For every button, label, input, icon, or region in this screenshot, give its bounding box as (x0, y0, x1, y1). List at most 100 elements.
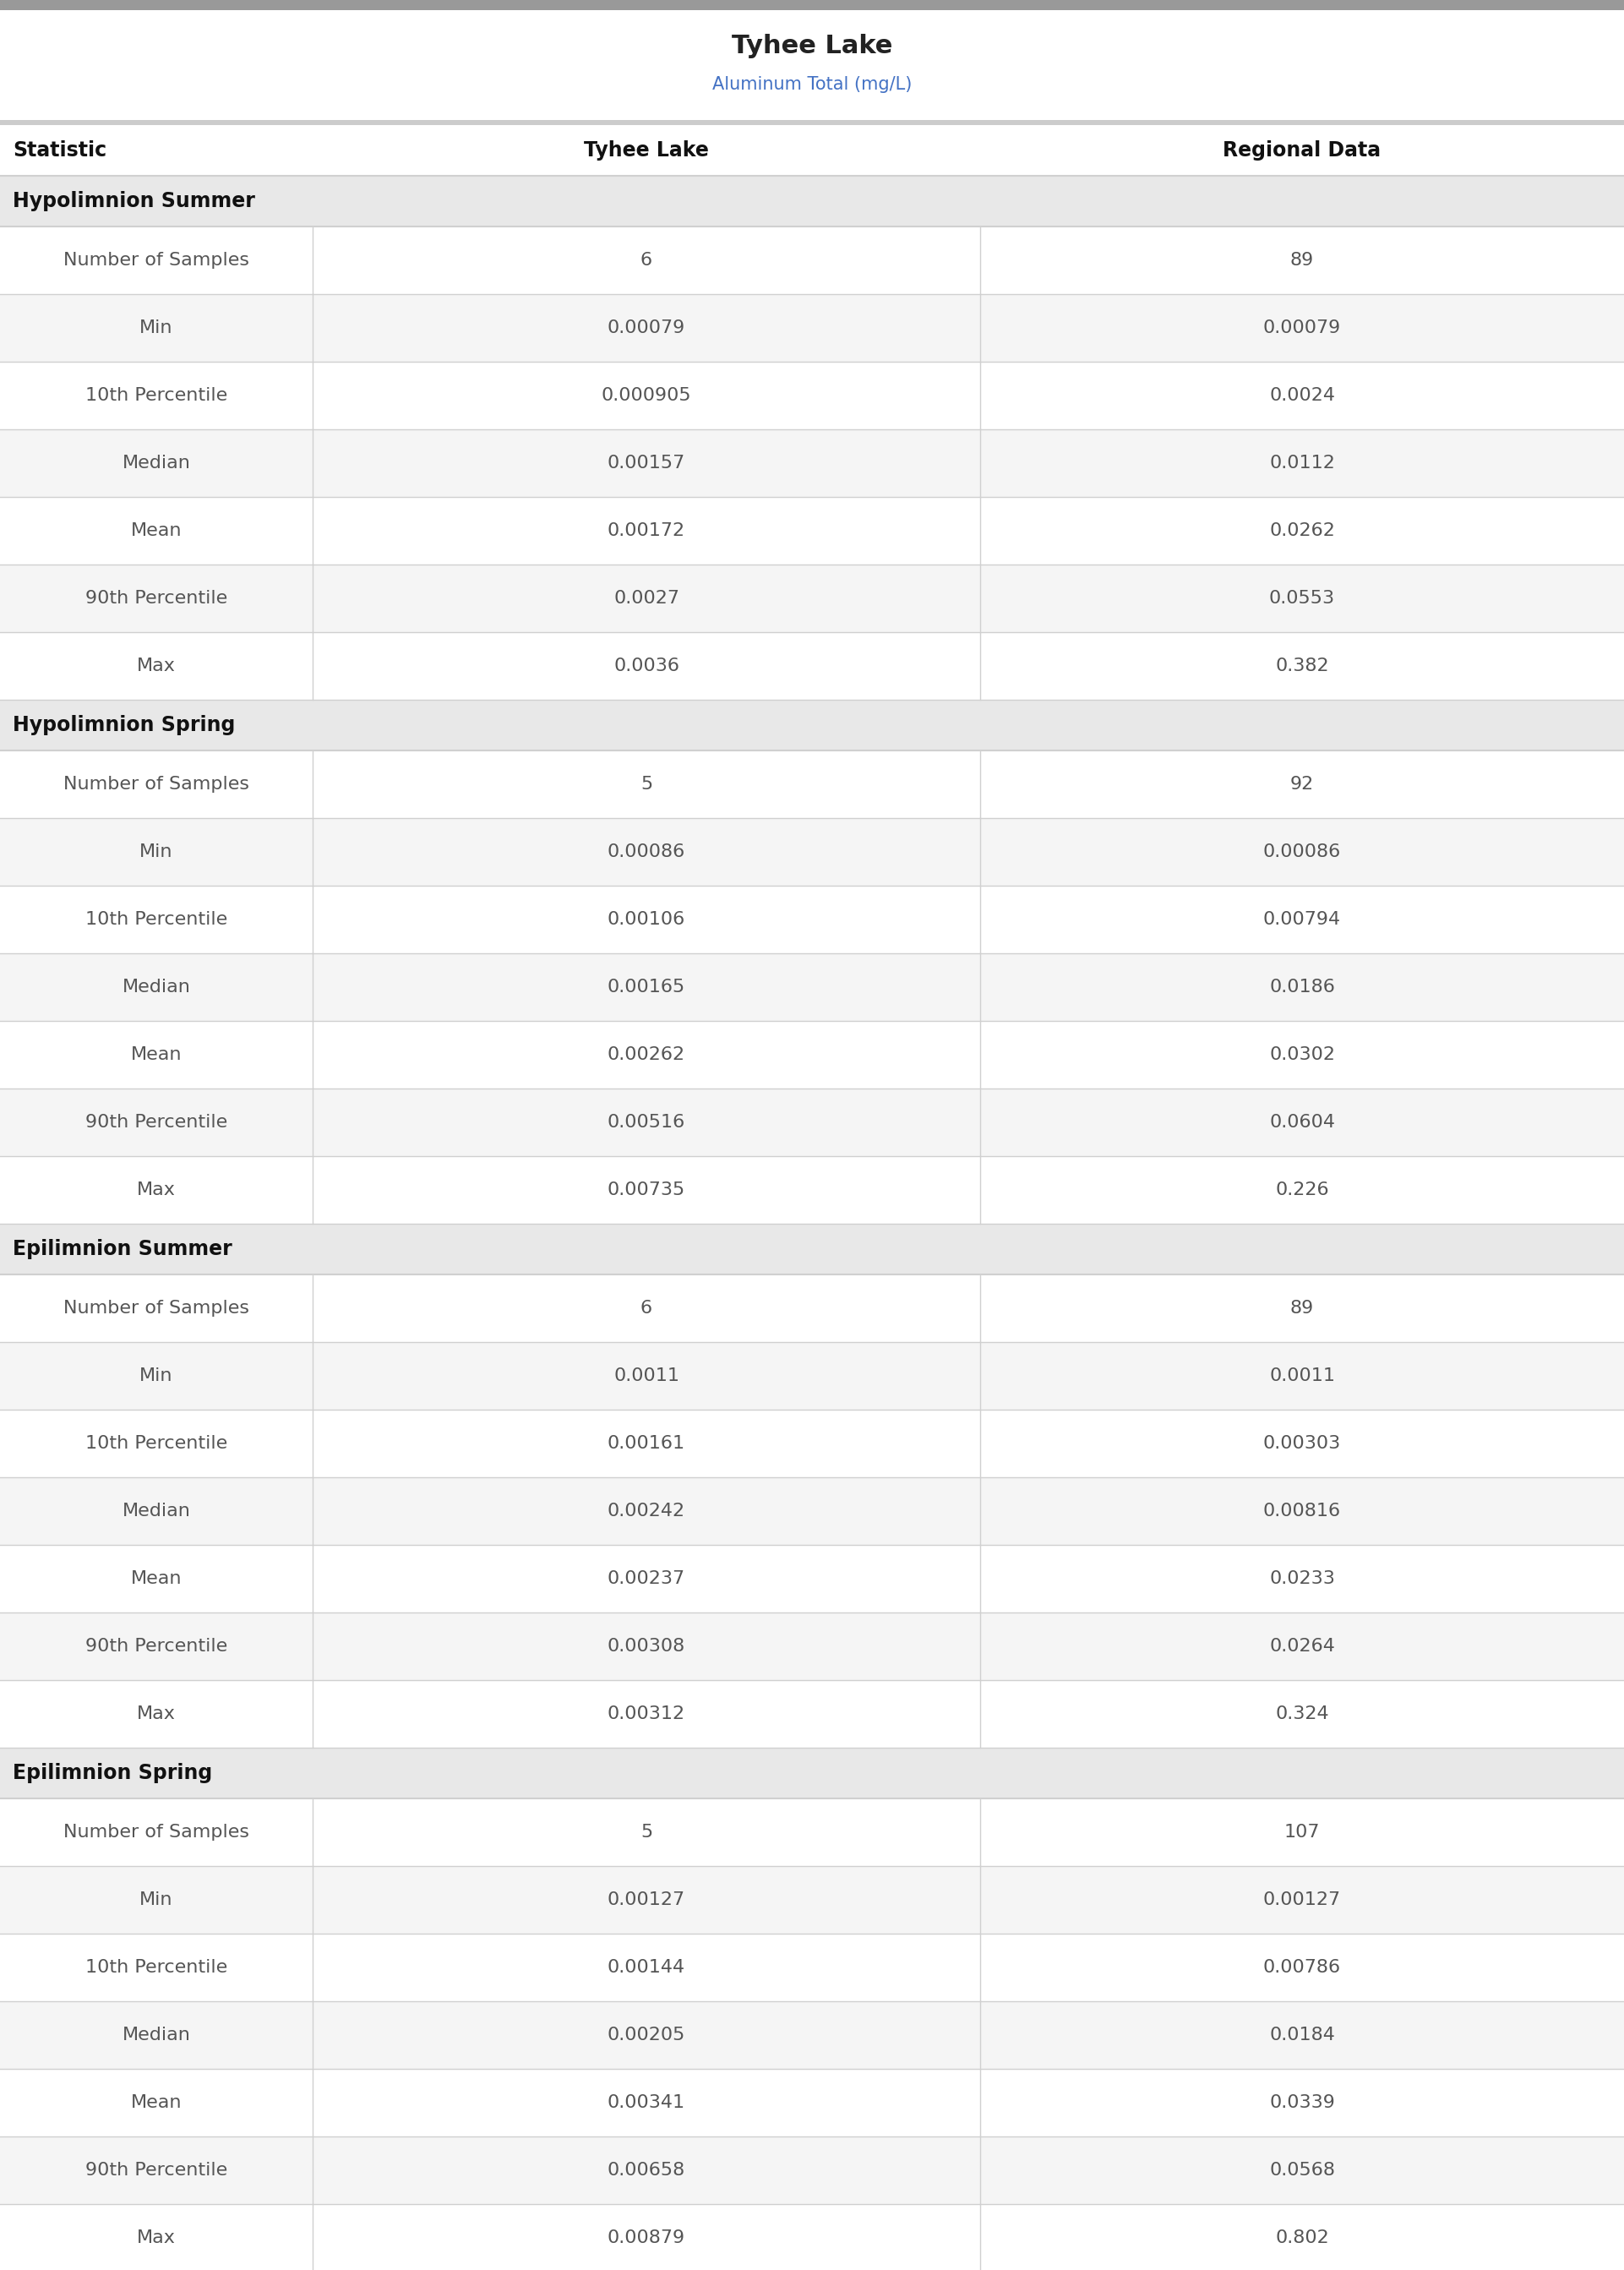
Text: Number of Samples: Number of Samples (63, 776, 248, 792)
Text: Mean: Mean (132, 522, 182, 540)
Text: 10th Percentile: 10th Percentile (84, 388, 227, 404)
Bar (0, 1866, 1624, 1934)
Text: Max: Max (136, 658, 175, 674)
Text: 90th Percentile: 90th Percentile (84, 590, 227, 606)
Text: 0.00308: 0.00308 (607, 1639, 685, 1655)
Bar (0, 1798, 1624, 1866)
Text: Max: Max (136, 2229, 175, 2247)
Text: 92: 92 (1289, 776, 1314, 792)
Bar (0, 2002, 1624, 2068)
Text: 0.00205: 0.00205 (607, 2027, 685, 2043)
Text: 0.0553: 0.0553 (1268, 590, 1335, 606)
Text: 0.0027: 0.0027 (614, 590, 679, 606)
Text: 0.00735: 0.00735 (607, 1180, 685, 1199)
Text: Min: Min (140, 1367, 174, 1385)
Text: 0.00086: 0.00086 (607, 844, 685, 860)
Text: Min: Min (140, 320, 174, 336)
Text: Median: Median (122, 1503, 190, 1519)
Text: Number of Samples: Number of Samples (63, 1823, 248, 1841)
Text: 0.00242: 0.00242 (607, 1503, 685, 1519)
Bar (0, 565, 1624, 631)
Text: 0.00341: 0.00341 (607, 2095, 685, 2111)
Text: 90th Percentile: 90th Percentile (84, 2161, 227, 2179)
Text: 0.0011: 0.0011 (1268, 1367, 1335, 1385)
Bar (0, 1410, 1624, 1478)
Text: Tyhee Lake: Tyhee Lake (585, 141, 708, 161)
Text: 0.00516: 0.00516 (607, 1115, 685, 1130)
Text: 0.324: 0.324 (1275, 1705, 1328, 1723)
Text: 0.00165: 0.00165 (607, 978, 685, 997)
Text: Max: Max (136, 1705, 175, 1723)
Text: 5: 5 (640, 1823, 653, 1841)
Text: Statistic: Statistic (13, 141, 107, 161)
Text: 0.00157: 0.00157 (607, 454, 685, 472)
Bar (0, 1748, 1624, 1798)
Text: 10th Percentile: 10th Percentile (84, 1959, 227, 1975)
Text: 0.802: 0.802 (1275, 2229, 1328, 2247)
Text: 0.382: 0.382 (1275, 658, 1328, 674)
Text: 0.0568: 0.0568 (1268, 2161, 1335, 2179)
Text: Hypolimnion Summer: Hypolimnion Summer (13, 191, 255, 211)
Text: Min: Min (140, 844, 174, 860)
Text: 0.00144: 0.00144 (607, 1959, 685, 1975)
Bar (0, 120, 1624, 125)
Text: 0.00794: 0.00794 (1263, 910, 1341, 928)
Text: 0.00312: 0.00312 (607, 1705, 685, 1723)
Text: 0.0262: 0.0262 (1270, 522, 1335, 540)
Bar (0, 295, 1624, 361)
Bar (0, 1090, 1624, 1155)
Text: 0.00086: 0.00086 (1263, 844, 1341, 860)
Text: Mean: Mean (132, 1571, 182, 1587)
Text: 6: 6 (640, 252, 653, 268)
Bar (0, 885, 1624, 953)
Text: Mean: Mean (132, 2095, 182, 2111)
Bar (0, 361, 1624, 429)
Bar (0, 1546, 1624, 1612)
Bar (0, 751, 1624, 817)
Bar (0, 1680, 1624, 1748)
Text: 10th Percentile: 10th Percentile (84, 910, 227, 928)
Bar (0, 817, 1624, 885)
Text: 0.00127: 0.00127 (1263, 1891, 1341, 1909)
Text: Aluminum Total (mg/L): Aluminum Total (mg/L) (713, 77, 911, 93)
Text: 89: 89 (1289, 252, 1314, 268)
Bar (0, 1224, 1624, 1273)
Text: 90th Percentile: 90th Percentile (84, 1639, 227, 1655)
Text: 0.0024: 0.0024 (1268, 388, 1335, 404)
Text: 0.00786: 0.00786 (1263, 1959, 1341, 1975)
Bar (0, 125, 1624, 175)
Text: 0.0186: 0.0186 (1270, 978, 1335, 997)
Bar (0, 953, 1624, 1022)
Text: 0.00127: 0.00127 (607, 1891, 685, 1909)
Text: Epilimnion Summer: Epilimnion Summer (13, 1239, 232, 1260)
Text: 0.00658: 0.00658 (607, 2161, 685, 2179)
Text: Number of Samples: Number of Samples (63, 1301, 248, 1317)
Text: 107: 107 (1285, 1823, 1320, 1841)
Text: 0.000905: 0.000905 (601, 388, 692, 404)
Text: 0.00161: 0.00161 (607, 1435, 685, 1453)
Text: 0.0233: 0.0233 (1270, 1571, 1335, 1587)
Text: 0.00262: 0.00262 (607, 1046, 685, 1062)
Text: Min: Min (140, 1891, 174, 1909)
Text: 0.226: 0.226 (1275, 1180, 1328, 1199)
Bar (0, 1022, 1624, 1090)
Text: 0.00879: 0.00879 (607, 2229, 685, 2247)
Bar (0, 175, 1624, 227)
Text: Hypolimnion Spring: Hypolimnion Spring (13, 715, 235, 735)
Text: 0.00079: 0.00079 (1263, 320, 1341, 336)
Text: 0.0011: 0.0011 (614, 1367, 679, 1385)
Bar (0, 631, 1624, 699)
Text: Median: Median (122, 454, 190, 472)
Text: 0.0036: 0.0036 (614, 658, 679, 674)
Bar (0, 497, 1624, 565)
Text: Median: Median (122, 2027, 190, 2043)
Bar (0, 1478, 1624, 1546)
Text: Median: Median (122, 978, 190, 997)
Text: 0.00303: 0.00303 (1263, 1435, 1341, 1453)
Text: 0.0184: 0.0184 (1270, 2027, 1335, 2043)
Text: 0.00106: 0.00106 (607, 910, 685, 928)
Text: Max: Max (136, 1180, 175, 1199)
Text: 0.0112: 0.0112 (1270, 454, 1335, 472)
Text: 0.00816: 0.00816 (1263, 1503, 1341, 1519)
Text: 0.0264: 0.0264 (1270, 1639, 1335, 1655)
